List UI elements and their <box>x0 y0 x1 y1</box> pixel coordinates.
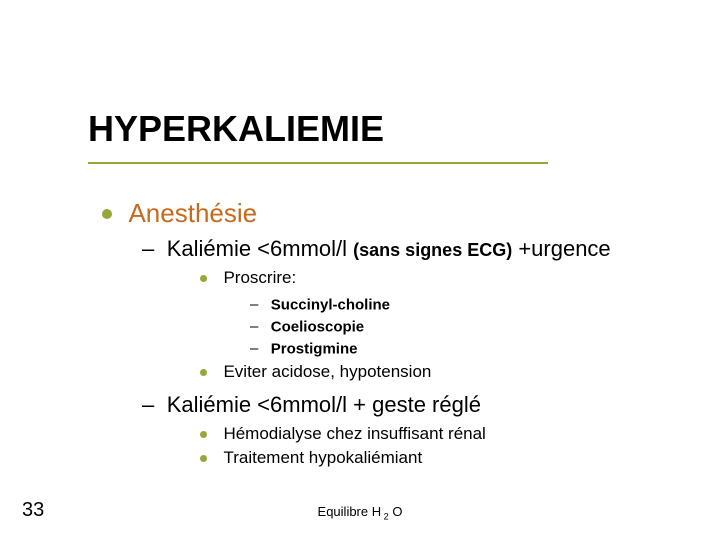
slide: HYPERKALIEMIE Anesthésie – Kaliémie <6mm… <box>0 0 720 540</box>
item-text: Hémodialyse chez insuffisant rénal <box>223 424 485 443</box>
item-text: Proscrire: <box>223 268 296 287</box>
item-text: Traitement hypokaliémiant <box>223 448 422 467</box>
footer-b: O <box>389 504 403 519</box>
item-text: Prostigmine <box>271 340 358 357</box>
dash-icon: – <box>250 340 258 357</box>
heading-text: Anesthésie <box>128 198 257 228</box>
sub2-item-trait: Traitement hypokaliémiant <box>200 448 422 468</box>
footer-sub: 2 <box>381 512 389 522</box>
dash-icon: – <box>250 296 258 313</box>
page-number: 33 <box>22 499 44 522</box>
bullet-icon <box>200 369 207 376</box>
slide-title: HYPERKALIEMIE <box>88 108 384 150</box>
heading-row: Anesthésie <box>102 198 257 229</box>
footer-text: Equilibre H 2 O <box>0 504 720 522</box>
bullet-icon <box>200 275 207 282</box>
item-text: Succinyl-choline <box>271 296 390 313</box>
sub1-text: Kaliémie <6mmol/l (sans signes ECG) +urg… <box>167 236 611 261</box>
sub1-row: – Kaliémie <6mmol/l (sans signes ECG) +u… <box>142 236 611 262</box>
item-text: Eviter acidose, hypotension <box>223 362 431 381</box>
sub1-item-coelio: – Coelioscopie <box>250 318 364 336</box>
sub2-text: Kaliémie <6mmol/l + geste réglé <box>167 392 481 417</box>
sub1-item-prostig: – Prostigmine <box>250 340 357 358</box>
sub1-item-eviter: Eviter acidose, hypotension <box>200 362 431 382</box>
title-underline <box>88 162 548 164</box>
sub1-small: (sans signes ECG) <box>353 240 512 260</box>
dash-icon: – <box>142 236 154 262</box>
footer-a: Equilibre H <box>318 504 382 519</box>
sub2-row: – Kaliémie <6mmol/l + geste réglé <box>142 392 481 418</box>
bullet-icon <box>102 209 112 219</box>
sub1-item-succinyl: – Succinyl-choline <box>250 296 390 314</box>
bullet-icon <box>200 455 207 462</box>
dash-icon: – <box>142 392 154 418</box>
item-text: Coelioscopie <box>271 318 364 335</box>
dash-icon: – <box>250 318 258 335</box>
sub1-item-proscrire: Proscrire: <box>200 268 296 288</box>
bullet-icon <box>200 431 207 438</box>
sub1-part2: +urgence <box>512 236 610 261</box>
sub1-part1: Kaliémie <6mmol/l <box>167 236 353 261</box>
sub2-item-hemo: Hémodialyse chez insuffisant rénal <box>200 424 486 444</box>
